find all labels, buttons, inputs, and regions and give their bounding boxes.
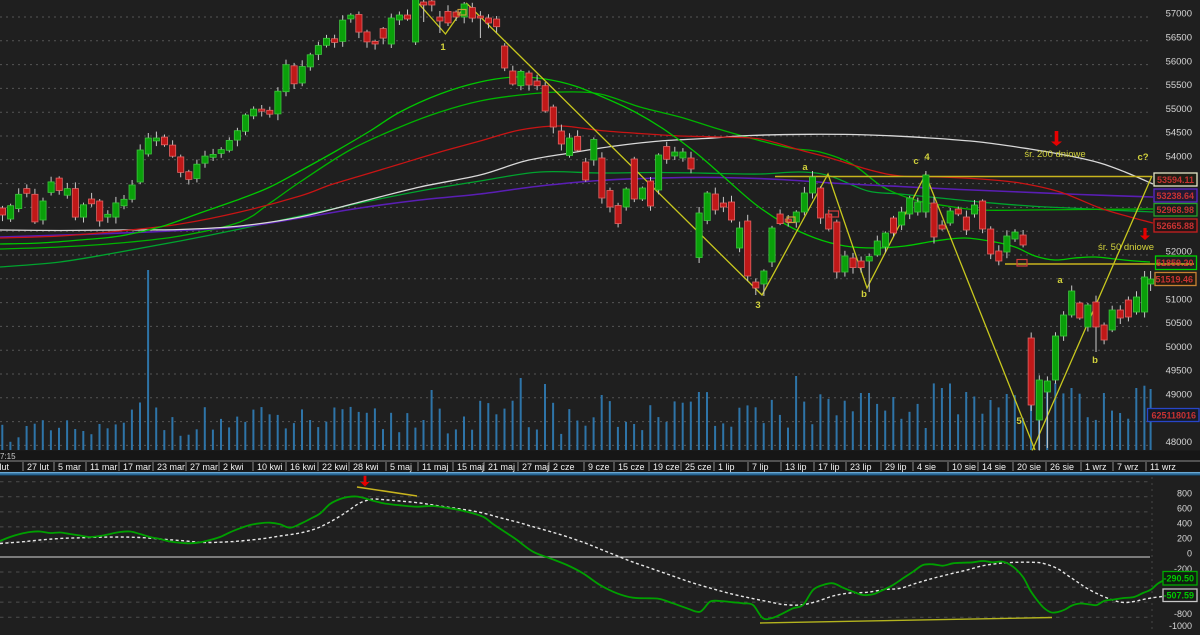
svg-text:54000: 54000 xyxy=(1166,152,1192,163)
svg-text:22 kwi: 22 kwi xyxy=(322,462,348,472)
svg-text:17 lip: 17 lip xyxy=(818,462,840,472)
svg-text:1: 1 xyxy=(440,42,446,53)
svg-text:śr. 200 dniowe: śr. 200 dniowe xyxy=(1024,149,1085,160)
svg-text:800: 800 xyxy=(1177,489,1192,499)
svg-text:200: 200 xyxy=(1177,534,1192,544)
svg-text:c: c xyxy=(913,156,918,167)
svg-text:27 lut: 27 lut xyxy=(27,462,50,472)
svg-text:-1000: -1000 xyxy=(1169,621,1192,630)
svg-text:-507.59: -507.59 xyxy=(1163,591,1194,601)
svg-text:51519.46: 51519.46 xyxy=(1155,274,1193,284)
svg-text:13 lip: 13 lip xyxy=(785,462,807,472)
svg-text:19 cze: 19 cze xyxy=(653,462,680,472)
svg-text:23 mar: 23 mar xyxy=(157,462,185,472)
svg-text:51859.20: 51859.20 xyxy=(1156,258,1194,268)
svg-text:7 wrz: 7 wrz xyxy=(1117,462,1139,472)
svg-text:54500: 54500 xyxy=(1166,128,1192,139)
svg-text:49000: 49000 xyxy=(1166,390,1192,401)
svg-text:7 lip: 7 lip xyxy=(752,462,769,472)
svg-text:52000: 52000 xyxy=(1166,247,1192,258)
svg-text:57000: 57000 xyxy=(1166,9,1192,20)
svg-text:3: 3 xyxy=(755,300,760,311)
svg-text:-290.50: -290.50 xyxy=(1163,574,1194,584)
svg-text:a: a xyxy=(802,162,808,173)
svg-text:15 cze: 15 cze xyxy=(618,462,645,472)
svg-text:55000: 55000 xyxy=(1166,104,1192,115)
svg-text:2 kwi: 2 kwi xyxy=(223,462,244,472)
svg-text:b: b xyxy=(1092,355,1098,366)
svg-text:c?: c? xyxy=(1137,152,1148,163)
svg-text:15 maj: 15 maj xyxy=(457,462,484,472)
svg-text:-200: -200 xyxy=(1174,564,1192,574)
svg-text:52968.98: 52968.98 xyxy=(1156,205,1194,215)
svg-text:4 sie: 4 sie xyxy=(917,462,936,472)
svg-text:25 cze: 25 cze xyxy=(685,462,712,472)
svg-text:0: 0 xyxy=(1187,549,1192,559)
svg-text:5: 5 xyxy=(1016,416,1022,427)
svg-text:1 lip: 1 lip xyxy=(718,462,735,472)
svg-text:-800: -800 xyxy=(1174,609,1192,619)
svg-text:11 mar: 11 mar xyxy=(90,462,117,472)
svg-text:14 sie: 14 sie xyxy=(982,462,1006,472)
svg-text:55500: 55500 xyxy=(1166,80,1192,91)
svg-text:29 lip: 29 lip xyxy=(885,462,907,472)
svg-text:10 kwi: 10 kwi xyxy=(257,462,283,472)
svg-text:53594.11: 53594.11 xyxy=(1157,175,1194,185)
svg-text:49500: 49500 xyxy=(1166,366,1192,377)
svg-text:5 mar: 5 mar xyxy=(58,462,81,472)
svg-text:1 wrz: 1 wrz xyxy=(1085,462,1107,472)
svg-text:10 sie: 10 sie xyxy=(952,462,976,472)
svg-text:17 mar: 17 mar xyxy=(123,462,151,472)
svg-text:11 maj: 11 maj xyxy=(422,462,448,472)
svg-text:21 maj: 21 maj xyxy=(488,462,515,472)
svg-text:56000: 56000 xyxy=(1166,56,1192,67)
svg-text:b: b xyxy=(861,289,867,300)
svg-text:23 lip: 23 lip xyxy=(850,462,872,472)
svg-text:9 cze: 9 cze xyxy=(588,462,610,472)
svg-text:4 lut: 4 lut xyxy=(0,462,10,472)
svg-text:50000: 50000 xyxy=(1166,342,1192,353)
svg-text:600: 600 xyxy=(1177,504,1192,514)
svg-text:a: a xyxy=(1057,275,1063,286)
svg-text:56500: 56500 xyxy=(1166,33,1192,44)
svg-text:50500: 50500 xyxy=(1166,318,1192,329)
svg-text:śr. 50 dniowe: śr. 50 dniowe xyxy=(1098,242,1154,253)
svg-text:7:15: 7:15 xyxy=(0,452,16,461)
svg-text:11 wrz: 11 wrz xyxy=(1150,462,1176,472)
svg-text:48000: 48000 xyxy=(1166,437,1192,448)
svg-text:2 cze: 2 cze xyxy=(553,462,575,472)
svg-text:20 sie: 20 sie xyxy=(1017,462,1041,472)
svg-text:28 kwi: 28 kwi xyxy=(353,462,379,472)
svg-text:4: 4 xyxy=(924,152,930,163)
svg-text:53238.64: 53238.64 xyxy=(1156,191,1194,201)
svg-text:400: 400 xyxy=(1177,519,1192,529)
svg-text:5 maj: 5 maj xyxy=(390,462,412,472)
svg-text:27 maj: 27 maj xyxy=(522,462,549,472)
svg-text:27 mar: 27 mar xyxy=(190,462,218,472)
svg-text:52665.88: 52665.88 xyxy=(1156,221,1194,231)
svg-text:26 sie: 26 sie xyxy=(1050,462,1074,472)
svg-text:51000: 51000 xyxy=(1166,294,1192,305)
svg-text:16 kwi: 16 kwi xyxy=(290,462,316,472)
svg-text:625118016: 625118016 xyxy=(1151,410,1196,420)
